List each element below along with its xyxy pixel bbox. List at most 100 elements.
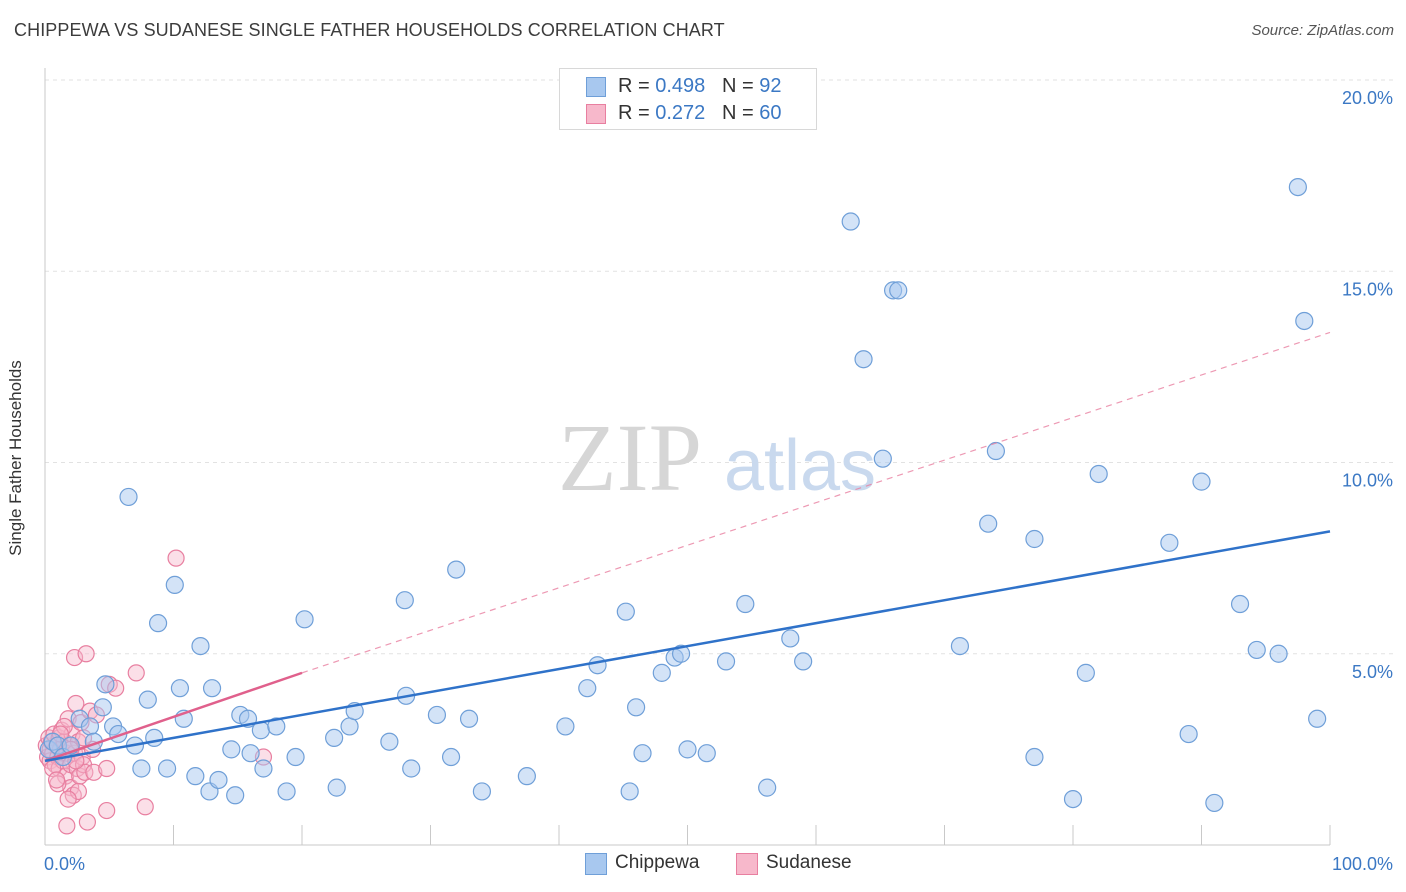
chippewa-point <box>441 747 461 767</box>
y-tick-label: 5.0% <box>1352 662 1393 682</box>
chippewa-point <box>340 717 359 736</box>
chippewa-point <box>1295 311 1314 331</box>
chippewa-point <box>93 698 112 717</box>
chippewa-point <box>395 591 414 610</box>
chippewa-point <box>1063 789 1083 809</box>
chippewa-trend-line <box>44 530 1331 763</box>
sudanese-point <box>127 664 145 682</box>
chippewa-point <box>873 449 892 468</box>
sudanese-point <box>85 763 103 781</box>
chippewa-point <box>578 679 597 698</box>
chippewa-point <box>736 594 755 614</box>
chippewa-point <box>191 636 210 656</box>
sudanese-point <box>67 694 85 713</box>
chippewa-point <box>1269 644 1288 663</box>
chippewa-point <box>678 740 697 759</box>
chippewa-point <box>1230 594 1250 614</box>
chippewa-point <box>1025 529 1044 549</box>
axis-layer <box>44 68 1331 846</box>
chippewa-point <box>145 728 164 748</box>
n-label: N = <box>721 102 760 124</box>
chippewa-point <box>325 728 344 748</box>
x-tick-label-max: 100.0% <box>1332 854 1393 874</box>
chippewa-point <box>517 767 536 786</box>
sudanese-point <box>98 759 116 778</box>
chippewa-point <box>96 675 115 694</box>
chippewa-point <box>138 690 157 709</box>
sudanese-legend-swatch <box>736 853 758 875</box>
chippewa-point <box>716 652 736 671</box>
chippewa-point <box>380 732 399 751</box>
chippewa-point <box>157 759 177 778</box>
chippewa-point <box>556 717 575 736</box>
chippewa-point <box>652 663 671 682</box>
chippewa-point <box>626 698 646 717</box>
chart-title: CHIPPEWA VS SUDANESE SINGLE FATHER HOUSE… <box>14 20 725 40</box>
chippewa-point <box>209 770 228 790</box>
sudanese-swatch <box>586 104 606 124</box>
y-tick-label: 15.0% <box>1342 279 1393 299</box>
chippewa-point <box>588 656 607 675</box>
correlation-legend: R = 0.498 N = 92 R = 0.272 N = 60 <box>559 68 817 130</box>
chippewa-point <box>979 514 998 533</box>
sudanese-point <box>136 798 154 816</box>
r-value-sudanese: 0.272 <box>655 102 706 124</box>
chippewa-points <box>39 178 1327 813</box>
chippewa-point <box>254 759 273 778</box>
sudanese-point <box>59 790 77 808</box>
y-tick-label: 10.0% <box>1342 471 1393 491</box>
chippewa-point <box>986 441 1006 461</box>
tick-label-layer: 5.0% 10.0% 15.0% 20.0% 0.0% 100.0% <box>44 88 1393 874</box>
sudanese-trend-extended <box>301 331 1331 674</box>
chippewa-point <box>1192 472 1211 491</box>
chippewa-point <box>794 652 813 671</box>
r-label: R = <box>618 102 656 124</box>
r-label: R = <box>618 75 656 97</box>
chippewa-point <box>633 744 652 763</box>
sudanese-point <box>76 763 94 781</box>
x-tick-label-min: 0.0% <box>44 854 85 874</box>
chippewa-point <box>427 705 447 725</box>
chippewa-point <box>854 350 873 369</box>
chippewa-point <box>277 782 296 801</box>
chippewa-point <box>222 740 241 759</box>
chippewa-point <box>758 778 777 797</box>
trend-layer <box>44 331 1331 763</box>
chippewa-point <box>286 747 305 767</box>
chippewa-point <box>295 610 314 629</box>
chippewa-point <box>226 786 245 805</box>
sudanese-trend-line <box>44 671 303 763</box>
chippewa-point <box>186 767 205 786</box>
chippewa-point <box>447 560 466 579</box>
watermark-atlas: atlas <box>724 426 876 506</box>
sudanese-point <box>167 549 185 567</box>
y-tick-label: 20.0% <box>1342 88 1393 108</box>
chippewa-point <box>472 782 491 801</box>
chippewa-point <box>459 709 479 728</box>
chippewa-point <box>148 614 168 633</box>
chippewa-point <box>327 778 346 797</box>
chippewa-point <box>119 487 138 507</box>
chippewa-point <box>165 575 184 595</box>
grid-layer <box>45 79 1395 655</box>
chippewa-point <box>841 212 860 231</box>
chippewa-point <box>80 717 100 736</box>
chippewa-point <box>1076 663 1095 682</box>
legend-label-sudanese: Sudanese <box>766 852 852 873</box>
sudanese-point <box>47 771 66 789</box>
sudanese-point <box>78 813 97 831</box>
chippewa-point <box>616 602 635 621</box>
chippewa-point <box>1160 533 1179 552</box>
chippewa-point <box>889 281 908 300</box>
chippewa-point <box>1288 178 1307 197</box>
chippewa-point <box>1025 747 1044 767</box>
n-value-sudanese: 60 <box>759 102 782 124</box>
sudanese-point <box>77 645 95 663</box>
chippewa-point <box>671 644 691 663</box>
chart-source: Source: ZipAtlas.com <box>1251 22 1394 39</box>
chippewa-legend-swatch <box>585 853 607 875</box>
chippewa-point <box>950 636 970 656</box>
n-value-chippewa: 92 <box>759 75 782 97</box>
chippewa-point <box>781 629 800 648</box>
